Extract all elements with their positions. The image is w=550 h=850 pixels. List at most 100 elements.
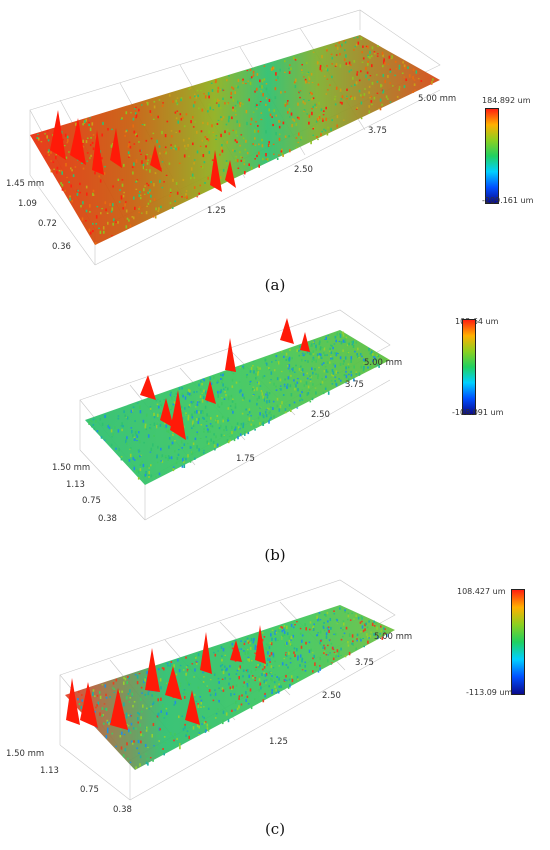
surface-speck bbox=[222, 710, 225, 714]
surface-speck bbox=[209, 679, 212, 681]
surface-speck bbox=[214, 717, 217, 719]
surface-speck bbox=[325, 106, 327, 110]
surface-speck bbox=[317, 632, 319, 634]
surface-speck bbox=[260, 686, 262, 690]
surface-speck bbox=[181, 715, 183, 717]
surface-speck bbox=[117, 178, 120, 181]
surface-speck bbox=[185, 734, 187, 737]
surface-speck bbox=[213, 444, 216, 448]
surface-speck bbox=[330, 344, 332, 347]
surface-speck bbox=[177, 658, 179, 662]
surface-speck bbox=[296, 58, 298, 60]
depth-tick: 1.13 bbox=[40, 766, 59, 776]
surface-speck bbox=[178, 162, 181, 164]
surface-speck bbox=[242, 660, 244, 664]
surface-speck bbox=[133, 466, 136, 471]
surface-speck bbox=[92, 194, 95, 196]
surface-speck bbox=[251, 675, 254, 677]
surface-speck bbox=[298, 354, 301, 357]
surface-speck bbox=[371, 64, 373, 68]
surface-speck bbox=[252, 365, 254, 367]
surface-speck bbox=[346, 380, 349, 383]
surface-speck bbox=[286, 385, 288, 389]
surface-speck bbox=[374, 356, 376, 359]
surface-speck bbox=[325, 47, 328, 50]
surface-speck bbox=[328, 630, 330, 633]
surface-speck bbox=[272, 667, 275, 669]
surface-speck bbox=[258, 665, 260, 668]
surface-speck bbox=[203, 706, 205, 708]
surface-speck bbox=[218, 427, 221, 430]
surface-speck bbox=[170, 444, 173, 446]
surface-speck bbox=[172, 403, 175, 406]
surface-speck bbox=[341, 95, 344, 99]
surface-speck bbox=[221, 655, 223, 657]
surface-speck bbox=[300, 380, 302, 383]
surface-speck bbox=[302, 100, 305, 104]
surface-speck bbox=[361, 51, 363, 54]
surface-speck bbox=[265, 153, 267, 157]
surface-speck bbox=[176, 456, 179, 461]
surface-speck bbox=[271, 629, 274, 632]
surface-speck bbox=[227, 718, 230, 723]
surface-speck bbox=[287, 368, 290, 370]
surface-speck bbox=[245, 698, 247, 702]
surface-speck bbox=[315, 348, 318, 351]
surface-speck bbox=[309, 375, 311, 377]
surface-speck bbox=[213, 692, 216, 695]
surface-speck bbox=[311, 367, 313, 370]
surface-speck bbox=[230, 408, 233, 411]
surface-speck bbox=[111, 732, 114, 735]
surface-speck bbox=[105, 707, 108, 712]
surface-speck bbox=[103, 722, 105, 725]
caption-c: (c) bbox=[264, 820, 286, 838]
surface-speck bbox=[312, 134, 314, 136]
surface-speck bbox=[211, 124, 213, 128]
surface-speck bbox=[280, 91, 282, 94]
surface-speck bbox=[235, 673, 238, 675]
surface-speck bbox=[350, 69, 353, 71]
surface-speck bbox=[147, 727, 150, 730]
surface-speck bbox=[312, 625, 315, 628]
surface-speck bbox=[161, 404, 163, 408]
surface-speck bbox=[300, 365, 302, 368]
surface-speck bbox=[254, 137, 256, 140]
surface-speck bbox=[124, 414, 126, 417]
surface-speck bbox=[268, 108, 270, 112]
surface-speck bbox=[353, 365, 355, 369]
surface-speck bbox=[353, 37, 356, 39]
surface-speck bbox=[299, 399, 301, 402]
surface-speck bbox=[330, 663, 332, 665]
surface-speck bbox=[306, 349, 309, 354]
surface-speck bbox=[190, 401, 193, 403]
surface-speck bbox=[253, 370, 255, 374]
surface-speck bbox=[167, 664, 169, 667]
surface-speck bbox=[168, 456, 171, 460]
surface-speck bbox=[367, 45, 369, 49]
surface-speck bbox=[185, 412, 187, 416]
surface-speck bbox=[152, 701, 155, 704]
surface-speck bbox=[256, 104, 258, 106]
surface-speck bbox=[160, 456, 163, 458]
surface-speck bbox=[265, 393, 267, 396]
surface-speck bbox=[211, 89, 214, 92]
surface-speck bbox=[224, 665, 226, 668]
surface-speck bbox=[339, 607, 341, 610]
surface-speck bbox=[360, 631, 362, 633]
surface-speck bbox=[300, 397, 302, 401]
surface-speck bbox=[233, 437, 236, 442]
surface-speck bbox=[130, 740, 133, 743]
surface-speck bbox=[355, 647, 357, 651]
surface-speck bbox=[249, 380, 252, 383]
surface-speck bbox=[203, 716, 205, 719]
surface-speck bbox=[91, 122, 94, 126]
surface-speck bbox=[318, 353, 321, 356]
surface-speck bbox=[148, 476, 150, 478]
surface-speck bbox=[357, 355, 359, 358]
surface-speck bbox=[298, 132, 300, 136]
surface-speck bbox=[178, 669, 181, 673]
surface-speck bbox=[277, 690, 280, 694]
surface-speck bbox=[264, 358, 267, 362]
surface-speck bbox=[324, 386, 327, 388]
surface-speck bbox=[247, 80, 249, 82]
